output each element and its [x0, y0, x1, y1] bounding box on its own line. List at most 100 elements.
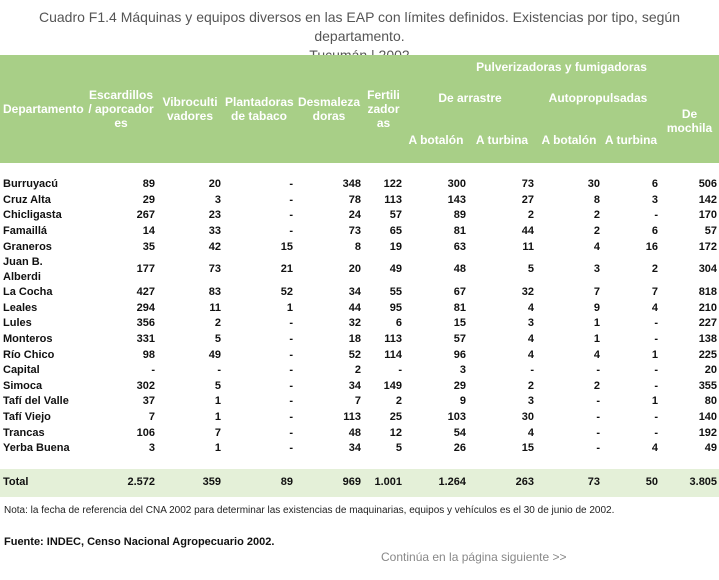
cell-value: 11	[209, 301, 221, 314]
header-a-turbina-autoprop: A turbina	[602, 117, 660, 163]
cell-value: 2	[651, 263, 658, 276]
table-row: Burruyacú 89 20 - 348 122 300 73 30 6 506	[0, 177, 719, 193]
table-row: Lules 356 2 - 32 6 15 3 1 - 227	[0, 316, 719, 332]
cell-departamento: Simoca	[3, 379, 43, 392]
cell-value: 95	[389, 301, 402, 314]
table-row: Monteros 331 5 - 18 113 57 4 1 - 138	[0, 332, 719, 348]
cell-value: 15	[453, 317, 466, 330]
cell-value: 103	[447, 411, 466, 424]
cell-departamento: Graneros	[3, 240, 52, 253]
header-desmalezadoras: Desmaleza doras	[295, 55, 363, 163]
cell-value: 142	[698, 193, 718, 206]
table-row: Tafí Viejo 7 1 - 113 25 103 30 - - 140	[0, 410, 719, 426]
cell-value: 1	[214, 411, 221, 424]
cell-value: -	[289, 317, 293, 330]
cell-value: 5	[395, 442, 402, 455]
cell-value: 37	[142, 395, 155, 408]
cell-value: 2	[527, 379, 534, 392]
cell-value: 331	[136, 333, 155, 346]
header-pulverizadoras: Pulverizadoras y fumigadoras	[404, 55, 719, 79]
note-text: Nota: la fecha de referencia del CNA 200…	[4, 505, 615, 516]
cell-value: 227	[698, 317, 718, 330]
cell-value: 2	[354, 364, 361, 377]
continue-link[interactable]: Continúa en la página siguiente >>	[381, 550, 567, 564]
cell-value: 348	[342, 178, 361, 191]
cell-value: 6	[651, 178, 658, 191]
cell-value: 55	[389, 286, 402, 299]
cell-value: 1.264	[404, 468, 468, 497]
cell-departamento: Famaillá	[3, 225, 48, 238]
table-row: Juan B. Alberdi 177 73 21 20 49 48 5 3 2 304	[0, 255, 719, 285]
cell-value: 52	[280, 286, 293, 299]
cell-value: 225	[698, 348, 718, 361]
cell-value: 2	[527, 209, 534, 222]
cell-departamento: Tafí Viejo	[3, 411, 51, 424]
cell-value: 113	[384, 333, 402, 346]
cell-value: 8	[593, 193, 600, 206]
cell-value: -	[398, 364, 402, 377]
cell-value: 4	[527, 333, 534, 346]
cell-departamento: Cruz Alta	[3, 193, 51, 206]
cell-value: 50	[602, 468, 660, 497]
cell-value: 263	[468, 468, 536, 497]
cell-departamento: Capital	[3, 364, 40, 377]
cell-value: 356	[136, 317, 155, 330]
spacer-row	[0, 457, 719, 469]
cell-value: 19	[389, 240, 402, 253]
cell-value: 2	[593, 225, 600, 238]
cell-value: 3	[527, 317, 534, 330]
cell-value: 89	[223, 468, 295, 497]
table-row: La Cocha 427 83 52 34 55 67 32 7 7 818	[0, 285, 719, 301]
cell-value: 15	[280, 240, 293, 253]
cell-value: 1	[651, 348, 658, 361]
cell-departamento: La Cocha	[3, 286, 53, 299]
cell-value: 57	[453, 333, 466, 346]
cell-value: 30	[587, 178, 600, 191]
cell-value: 7	[148, 411, 155, 424]
cell-value: -	[654, 364, 658, 377]
cell-departamento: Leales	[3, 301, 38, 314]
cell-departamento: Burruyacú	[3, 178, 59, 191]
cell-value: 73	[348, 225, 361, 238]
cell-value: -	[289, 379, 293, 392]
cell-value: 172	[698, 240, 718, 253]
cell-value: 15	[521, 442, 534, 455]
cell-value: -	[289, 193, 293, 206]
cell-value: -	[289, 348, 293, 361]
cell-value: 1	[214, 395, 221, 408]
cell-value: 78	[348, 193, 361, 206]
cell-value: 1.001	[363, 468, 404, 497]
cell-value: 170	[698, 209, 718, 222]
cell-departamento: Yerba Buena	[3, 442, 70, 455]
cell-value: 32	[348, 317, 361, 330]
cell-value: 6	[395, 317, 402, 330]
cell-departamento: Chicligasta	[3, 209, 62, 222]
cell-value: 7	[651, 286, 658, 299]
cell-value: 20	[208, 178, 221, 191]
cell-value: 4	[651, 442, 658, 455]
header-fertilizadoras: Fertili zador as	[363, 55, 404, 163]
cell-value: 96	[453, 348, 466, 361]
cell-value: 2	[593, 209, 600, 222]
cell-value: 20	[704, 364, 718, 377]
cell-value: 32	[521, 286, 534, 299]
cell-value: 57	[704, 225, 718, 238]
cell-value: 63	[453, 240, 466, 253]
spacer-row	[0, 163, 719, 177]
cell-value: 83	[208, 286, 221, 299]
header-de-mochila: De mochila	[660, 79, 719, 163]
cell-value: 4	[593, 240, 600, 253]
cell-value: 1	[286, 301, 293, 314]
cell-value: 98	[142, 348, 155, 361]
cell-value: 7	[354, 395, 361, 408]
cell-value: -	[530, 364, 534, 377]
cell-value: 113	[384, 193, 402, 206]
cell-value: 5	[214, 379, 221, 392]
cell-value: 177	[136, 263, 155, 276]
cell-value: -	[217, 364, 221, 377]
cell-value: 34	[348, 286, 361, 299]
cell-value: 27	[521, 193, 534, 206]
cell-value: 30	[521, 411, 534, 424]
cell-value: 4	[651, 301, 658, 314]
table-row: Capital - - - 2 - 3 - - - 20	[0, 363, 719, 379]
